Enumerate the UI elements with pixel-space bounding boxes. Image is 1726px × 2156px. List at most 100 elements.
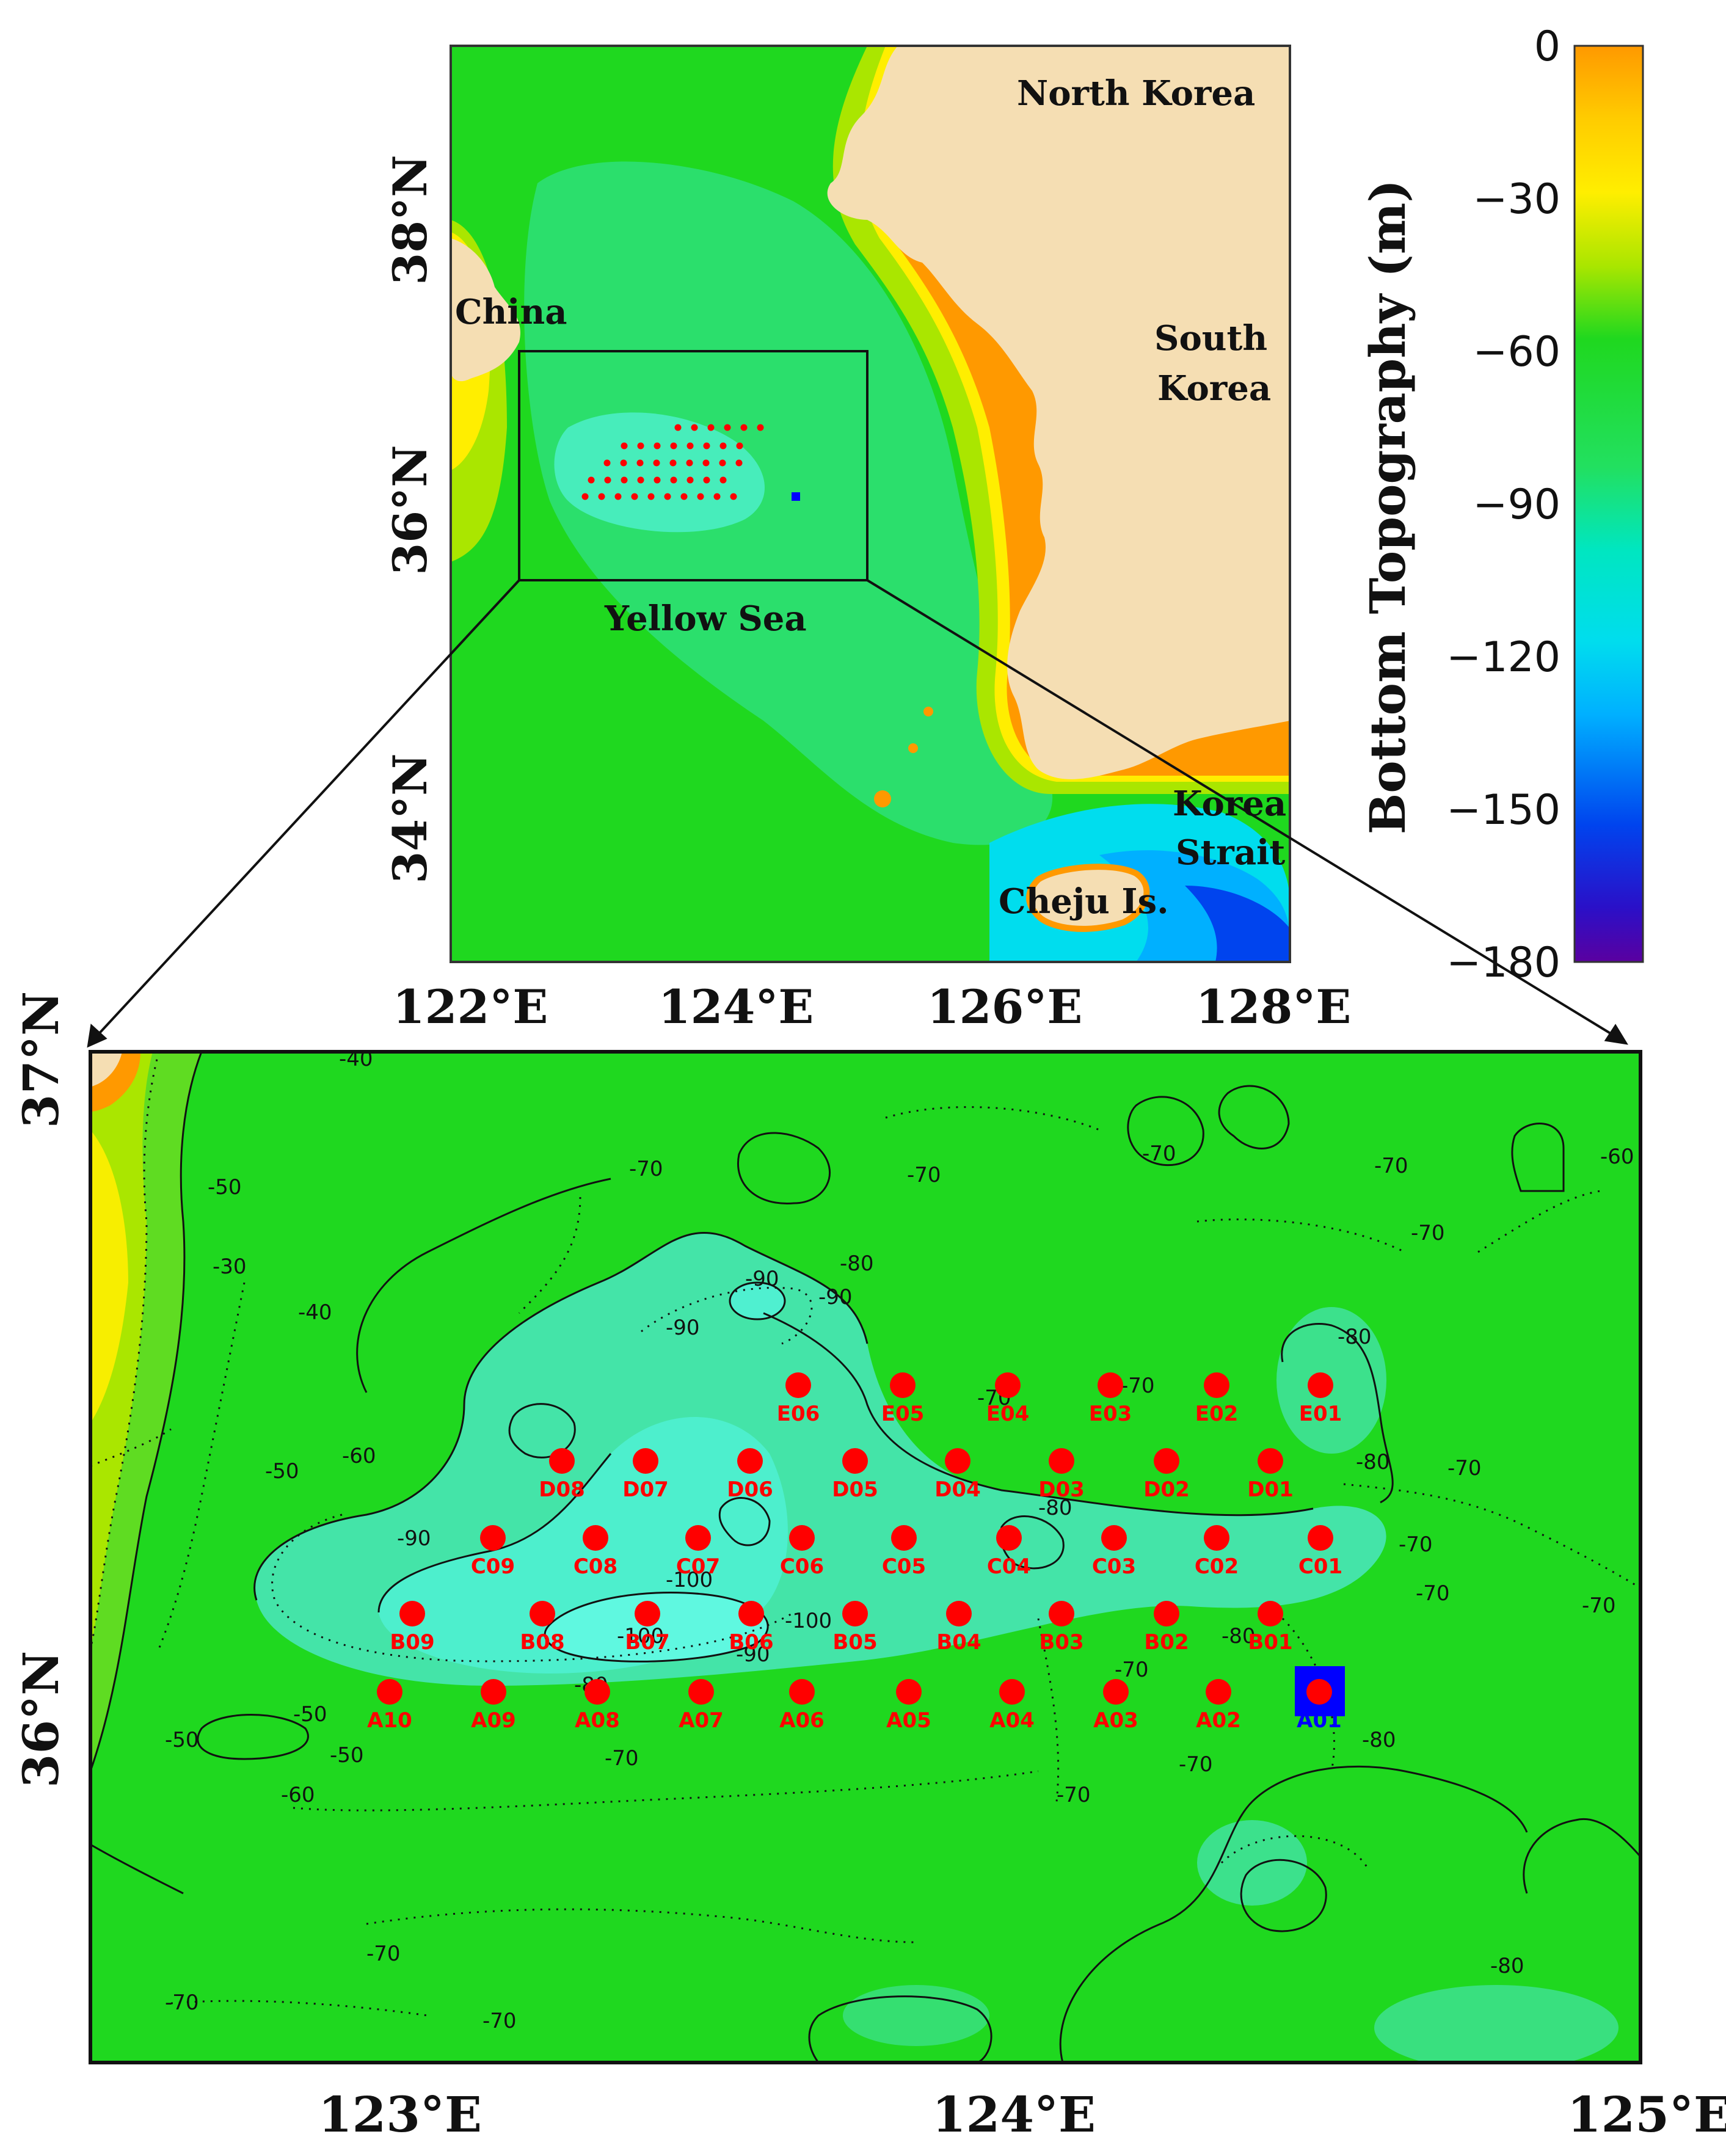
station-c04[interactable] [996,1525,1022,1551]
contour-label: -80 [1362,1728,1396,1752]
station-label-b05: B05 [832,1630,877,1655]
overview-station-dot [707,424,715,431]
station-e01[interactable] [1308,1372,1333,1398]
station-label-a02: A02 [1196,1708,1241,1733]
overview-station-dot [736,442,743,450]
overview-station-dot [703,476,710,484]
label-cheju: Cheju Is. [999,881,1169,922]
station-c08[interactable] [583,1525,608,1551]
station-label-a03: A03 [1093,1708,1138,1733]
stations: E06 E05 E04 E03 E02 E01 D08 D07 D06 D05 D04 D03 D02 D… [367,1372,1345,1733]
contour-label: -100 [617,1624,664,1648]
contour-label: -80 [1338,1325,1372,1349]
station-b03[interactable] [1049,1601,1074,1626]
station-b04[interactable] [946,1601,972,1626]
station-d01[interactable] [1258,1448,1283,1474]
label-china: China [455,292,567,332]
station-d07[interactable] [633,1448,658,1474]
overview-station-dot [719,442,727,450]
station-e03[interactable] [1098,1372,1123,1398]
station-b02[interactable] [1154,1601,1179,1626]
station-a02[interactable] [1206,1679,1231,1705]
station-a08[interactable] [584,1679,610,1705]
station-b05[interactable] [842,1601,868,1626]
contour-label: -90 [666,1316,700,1340]
station-a03[interactable] [1103,1679,1129,1705]
overview-station-dot [686,459,693,467]
overview-station-dot [757,424,764,431]
station-d05[interactable] [842,1448,868,1474]
contour-label: -70 [1411,1221,1445,1245]
station-a04[interactable] [999,1679,1025,1705]
zoom-lines [87,579,1628,1048]
contour-label: -90 [397,1526,431,1551]
station-a01[interactable] [1306,1679,1332,1705]
overview-lat-38: 38°N [383,155,437,285]
station-e04[interactable] [995,1372,1021,1398]
colorbar-title: Bottom Topography (m) [1359,180,1416,834]
station-d03[interactable] [1049,1448,1074,1474]
station-b06[interactable] [738,1601,764,1626]
overview-station-dot [588,476,595,484]
contour-label: -60 [281,1783,315,1807]
station-c09[interactable] [480,1525,506,1551]
overview-station-dot [713,493,721,500]
overview-station-dot [653,459,660,467]
detail-lon-124: 124°E [932,2086,1096,2143]
contour-label: -70 [165,1990,199,2015]
station-a07[interactable] [688,1679,714,1705]
station-a09[interactable] [481,1679,506,1705]
overview-lon-124: 124°E [658,980,814,1034]
station-d08[interactable] [549,1448,575,1474]
station-d04[interactable] [945,1448,970,1474]
contour-label: -90 [745,1267,779,1291]
contour-label: -80 [1038,1496,1072,1520]
station-c01[interactable] [1308,1525,1333,1551]
station-c07[interactable] [685,1525,711,1551]
station-label-c04: C04 [987,1554,1031,1579]
contour-label: -90 [818,1285,853,1309]
colorbar-tick: −150 [1446,786,1560,834]
station-a05[interactable] [896,1679,922,1705]
station-label-b02: B02 [1144,1630,1189,1655]
station-label-a06: A06 [779,1708,825,1733]
contour-label: -70 [1115,1658,1149,1682]
overview-station-dot [669,459,677,467]
overview-highlight [792,492,800,501]
station-label-d05: D05 [832,1477,878,1502]
detail-lat-36: 36°N [12,1651,70,1788]
station-e05[interactable] [890,1372,916,1398]
overview-station-dot [680,493,688,500]
contour-label: -70 [605,1746,639,1771]
detail-lon-125: 125°E [1567,2086,1726,2143]
station-label-d01: D01 [1247,1477,1294,1502]
contour-label: -100 [785,1609,832,1633]
station-d06[interactable] [737,1448,763,1474]
station-c03[interactable] [1101,1525,1127,1551]
overview-station-dot [691,424,698,431]
overview-station-dot [740,424,748,431]
station-b07[interactable] [635,1601,660,1626]
station-label-d06: D06 [727,1477,773,1502]
station-a10[interactable] [377,1679,402,1705]
station-e06[interactable] [785,1372,811,1398]
overview-station-dot [604,476,611,484]
station-c06[interactable] [789,1525,815,1551]
contour-label: -60 [342,1444,376,1468]
station-label-e05: E05 [881,1402,925,1426]
station-b09[interactable] [399,1601,425,1626]
station-b08[interactable] [530,1601,555,1626]
overview-station-dot [621,442,628,450]
station-e02[interactable] [1204,1372,1229,1398]
colorbar-tick: −60 [1473,328,1560,376]
overview-station-dot [614,493,622,500]
station-a06[interactable] [789,1679,815,1705]
station-label-d04: D04 [934,1477,981,1502]
station-d02[interactable] [1154,1448,1179,1474]
station-b01[interactable] [1258,1601,1283,1626]
station-label-c02: C02 [1195,1554,1239,1579]
contour-label: -30 [213,1255,247,1279]
station-c02[interactable] [1204,1525,1229,1551]
station-c05[interactable] [891,1525,917,1551]
